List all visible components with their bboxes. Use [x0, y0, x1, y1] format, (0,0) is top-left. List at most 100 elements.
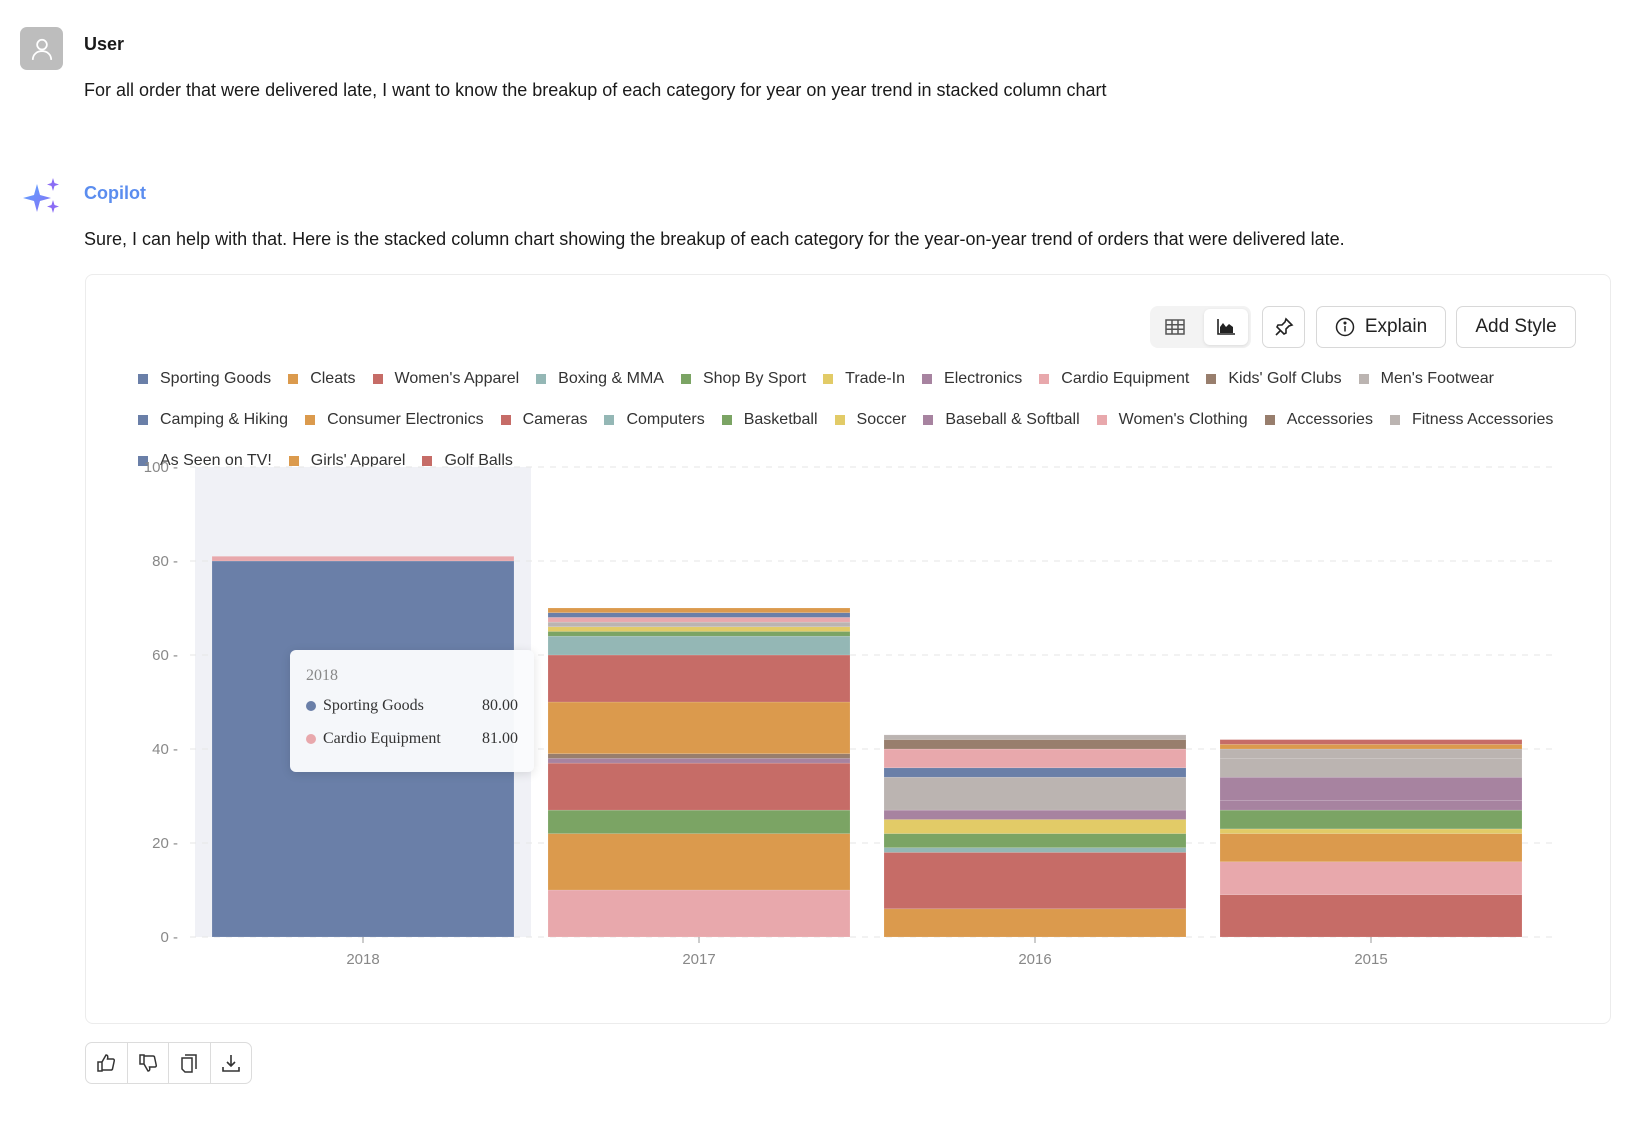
y-tick-label: 0 -: [160, 929, 178, 946]
bar-segment: [1219, 744, 1523, 750]
legend-item[interactable]: Men's Footwear: [1358, 368, 1494, 389]
legend-label: Girls' Apparel: [310, 451, 406, 469]
legend-item[interactable]: Cardio Equipment: [1039, 368, 1189, 389]
legend-item[interactable]: Cameras: [500, 409, 588, 430]
user-icon: [31, 38, 52, 60]
bar-segment: [883, 734, 1187, 740]
bar-segment: [547, 654, 851, 703]
legend-item[interactable]: Computers: [604, 409, 705, 430]
legend-swatch: [1206, 373, 1217, 384]
bar-segment: [883, 809, 1187, 820]
legend-item[interactable]: Girls' Apparel: [288, 450, 406, 471]
legend-item[interactable]: Boxing & MMA: [536, 368, 664, 389]
bar-segment: [883, 739, 1187, 750]
tooltip-row: Sporting Goods 80.00: [306, 697, 518, 715]
tooltip-value: 81.00: [482, 730, 518, 747]
view-toggle: [1150, 306, 1251, 348]
legend-label: Sporting Goods: [160, 369, 272, 387]
legend-item[interactable]: Kids' Golf Clubs: [1206, 368, 1342, 389]
bar-segment: [1219, 776, 1523, 801]
legend-item[interactable]: Sporting Goods: [138, 368, 271, 389]
legend-label: Boxing & MMA: [558, 369, 664, 387]
bar-segment: [547, 612, 851, 618]
bar-segment: [883, 852, 1187, 910]
bar-segment: [547, 889, 851, 938]
legend-label: Fitness Accessories: [1411, 410, 1554, 428]
legend-label: Golf Balls: [444, 451, 513, 469]
legend-swatch: [372, 373, 383, 384]
y-tick-label: 60 -: [152, 647, 178, 664]
bar-segment: [547, 758, 851, 764]
legend-label: Basketball: [743, 410, 818, 428]
user-message: For all order that were delivered late, …: [84, 80, 1107, 100]
legend-item[interactable]: Shop By Sport: [680, 368, 806, 389]
legend-item[interactable]: Basketball: [721, 409, 818, 430]
legend-item[interactable]: Soccer: [834, 409, 906, 430]
bar-segment: [1219, 809, 1523, 830]
bar-segment: [547, 762, 851, 811]
x-tick-label: 2017: [682, 951, 715, 968]
legend-item[interactable]: Consumer Electronics: [305, 409, 484, 430]
bar-segment: [547, 621, 851, 628]
legend-item[interactable]: Cleats: [288, 368, 356, 389]
legend-swatch: [923, 414, 934, 425]
chart-view-button[interactable]: [1204, 309, 1248, 345]
copy-button[interactable]: [169, 1043, 211, 1083]
legend-swatch: [1096, 414, 1107, 425]
bar-segment: [547, 607, 851, 613]
bar-segment: [547, 617, 851, 623]
explain-button[interactable]: Explain: [1316, 306, 1446, 348]
table-view-button[interactable]: [1153, 309, 1197, 345]
info-icon: [1335, 317, 1355, 337]
legend-swatch: [1039, 373, 1050, 384]
y-tick-label: 20 -: [152, 835, 178, 852]
bar-segment: [547, 753, 851, 759]
chart-tooltip: 2018 Sporting Goods 80.00 Cardio Equipme…: [290, 650, 534, 772]
legend-item[interactable]: Electronics: [922, 368, 1022, 389]
legend-swatch: [1358, 373, 1369, 384]
legend-label: Consumer Electronics: [327, 410, 484, 428]
legend-swatch: [305, 414, 316, 425]
user-name: User: [84, 34, 125, 54]
x-tick-label: 2016: [1018, 951, 1051, 968]
thumbs-down-button[interactable]: [128, 1043, 169, 1083]
legend-item[interactable]: Baseball & Softball: [923, 409, 1080, 430]
legend-item[interactable]: Golf Balls: [422, 450, 513, 471]
add-style-label: Add Style: [1475, 316, 1557, 337]
pin-button[interactable]: [1262, 306, 1305, 348]
tooltip-value: 80.00: [482, 697, 518, 714]
tooltip-series-name: Sporting Goods: [323, 697, 424, 714]
legend-item[interactable]: Camping & Hiking: [138, 409, 288, 430]
thumbs-up-button[interactable]: [86, 1043, 128, 1083]
legend-label: Cameras: [522, 410, 588, 428]
chart-card: [85, 274, 1611, 1024]
bar-segment: [547, 631, 851, 637]
legend-swatch: [536, 373, 547, 384]
sparkle-icon: [20, 178, 64, 227]
legend-item[interactable]: Women's Clothing: [1096, 409, 1248, 430]
legend-item[interactable]: Accessories: [1264, 409, 1373, 430]
bar-segment: [1219, 861, 1523, 895]
bar-segment: [883, 847, 1187, 853]
x-tick-label: 2015: [1354, 951, 1387, 968]
legend-item[interactable]: Fitness Accessories: [1389, 409, 1554, 430]
bar-segment: [1219, 800, 1523, 811]
feedback-bar: [85, 1042, 252, 1084]
legend-item[interactable]: As Seen on TV!: [138, 450, 272, 471]
legend-item[interactable]: Trade-In: [823, 368, 905, 389]
legend-item[interactable]: Women's Apparel: [372, 368, 519, 389]
legend-swatch: [604, 414, 615, 425]
legend-swatch: [288, 373, 299, 384]
legend-swatch: [1389, 414, 1400, 425]
add-style-button[interactable]: Add Style: [1456, 306, 1576, 348]
series-dot: [306, 734, 316, 744]
legend-swatch: [834, 414, 845, 425]
bar-segment: [883, 908, 1187, 938]
bar-segment: [547, 626, 851, 632]
download-button[interactable]: [211, 1043, 252, 1083]
bar-segment: [1219, 833, 1523, 863]
bar-segment: [883, 819, 1187, 834]
series-dot: [306, 701, 316, 711]
bar-segment: [883, 767, 1187, 778]
legend-label: Trade-In: [845, 369, 906, 387]
